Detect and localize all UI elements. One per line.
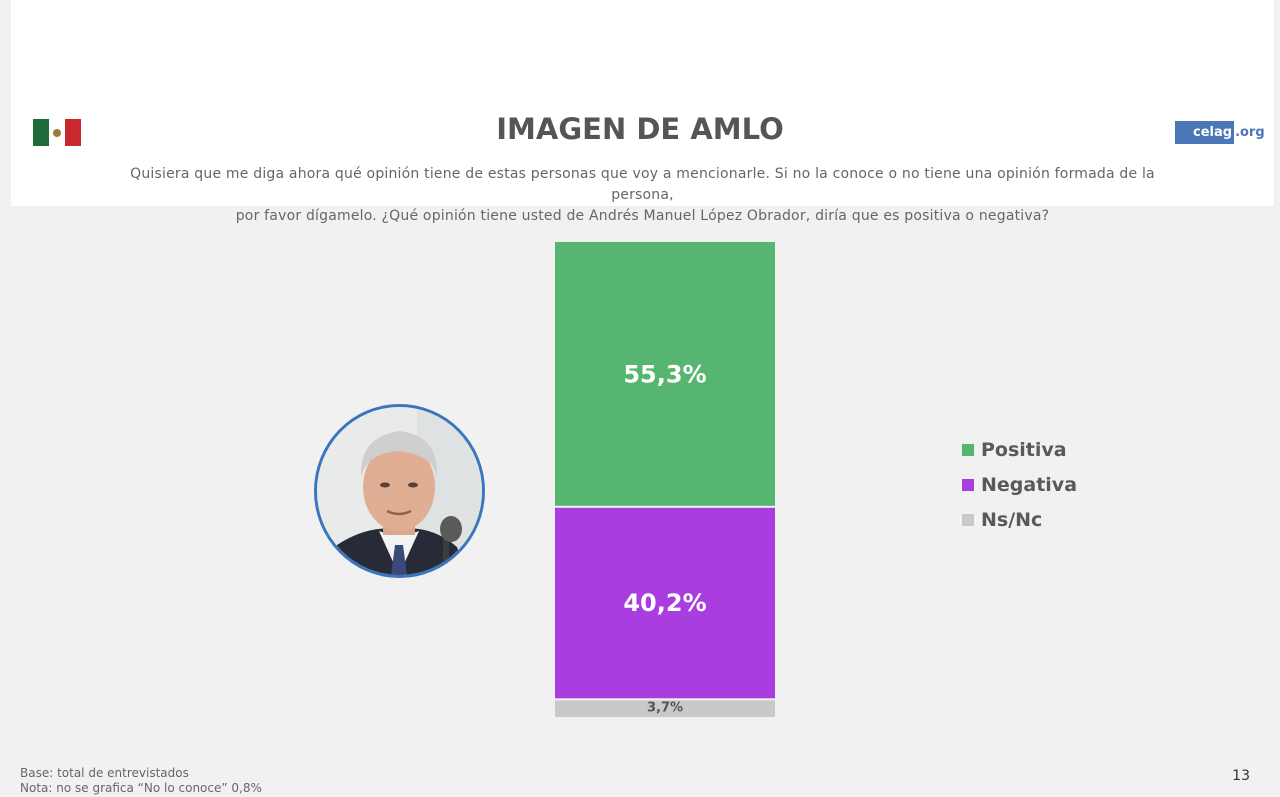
celag-logo: celag .org: [1175, 121, 1265, 144]
data-label-nsnc: 3,7%: [647, 701, 683, 716]
celag-logo-text: celag: [1175, 121, 1235, 144]
celag-logo-suffix: .org: [1235, 125, 1265, 140]
mexico-flag-icon: [33, 119, 81, 146]
footer-note: Nota: no se grafica “No lo conoce” 0,8%: [20, 781, 262, 795]
data-label-positiva: 55,3%: [623, 360, 706, 388]
footer-base: Base: total de entrevistados: [20, 766, 189, 780]
bar-segment-separator: [555, 698, 775, 701]
bar-segment-positiva: [555, 242, 775, 507]
page-title: IMAGEN DE AMLO: [496, 112, 784, 146]
portrait-photo: [314, 404, 485, 578]
legend-swatch-negativa: [962, 478, 974, 491]
survey-question-line-2: por favor dígamelo. ¿Qué opinión tiene u…: [235, 208, 1050, 224]
survey-question: Quisiera que me diga ahora qué opinión t…: [120, 164, 1165, 227]
bar-segment-separator: [555, 505, 775, 508]
header-panel: [11, 0, 1274, 206]
legend-item-nsnc: Ns/Nc: [962, 502, 1077, 537]
data-label-negativa: 40,2%: [623, 589, 706, 617]
bar-segment-negativa: [555, 506, 775, 700]
legend-label-positiva: Positiva: [981, 438, 1067, 461]
bar-segment-nsnc: [555, 699, 775, 717]
legend-label-negativa: Negativa: [981, 473, 1078, 496]
legend-item-negativa: Negativa: [962, 467, 1077, 502]
legend-swatch-nsnc: [962, 513, 974, 526]
survey-question-line-1: Quisiera que me diga ahora qué opinión t…: [130, 166, 1155, 203]
footer-notes: Base: total de entrevistados Nota: no se…: [20, 766, 262, 796]
legend-label-nsnc: Ns/Nc: [981, 508, 1043, 531]
chart-legend: Positiva Negativa Ns/Nc: [962, 432, 1077, 537]
legend-swatch-positiva: [962, 443, 974, 456]
page-number: 13: [1232, 768, 1250, 784]
legend-item-positiva: Positiva: [962, 432, 1077, 467]
